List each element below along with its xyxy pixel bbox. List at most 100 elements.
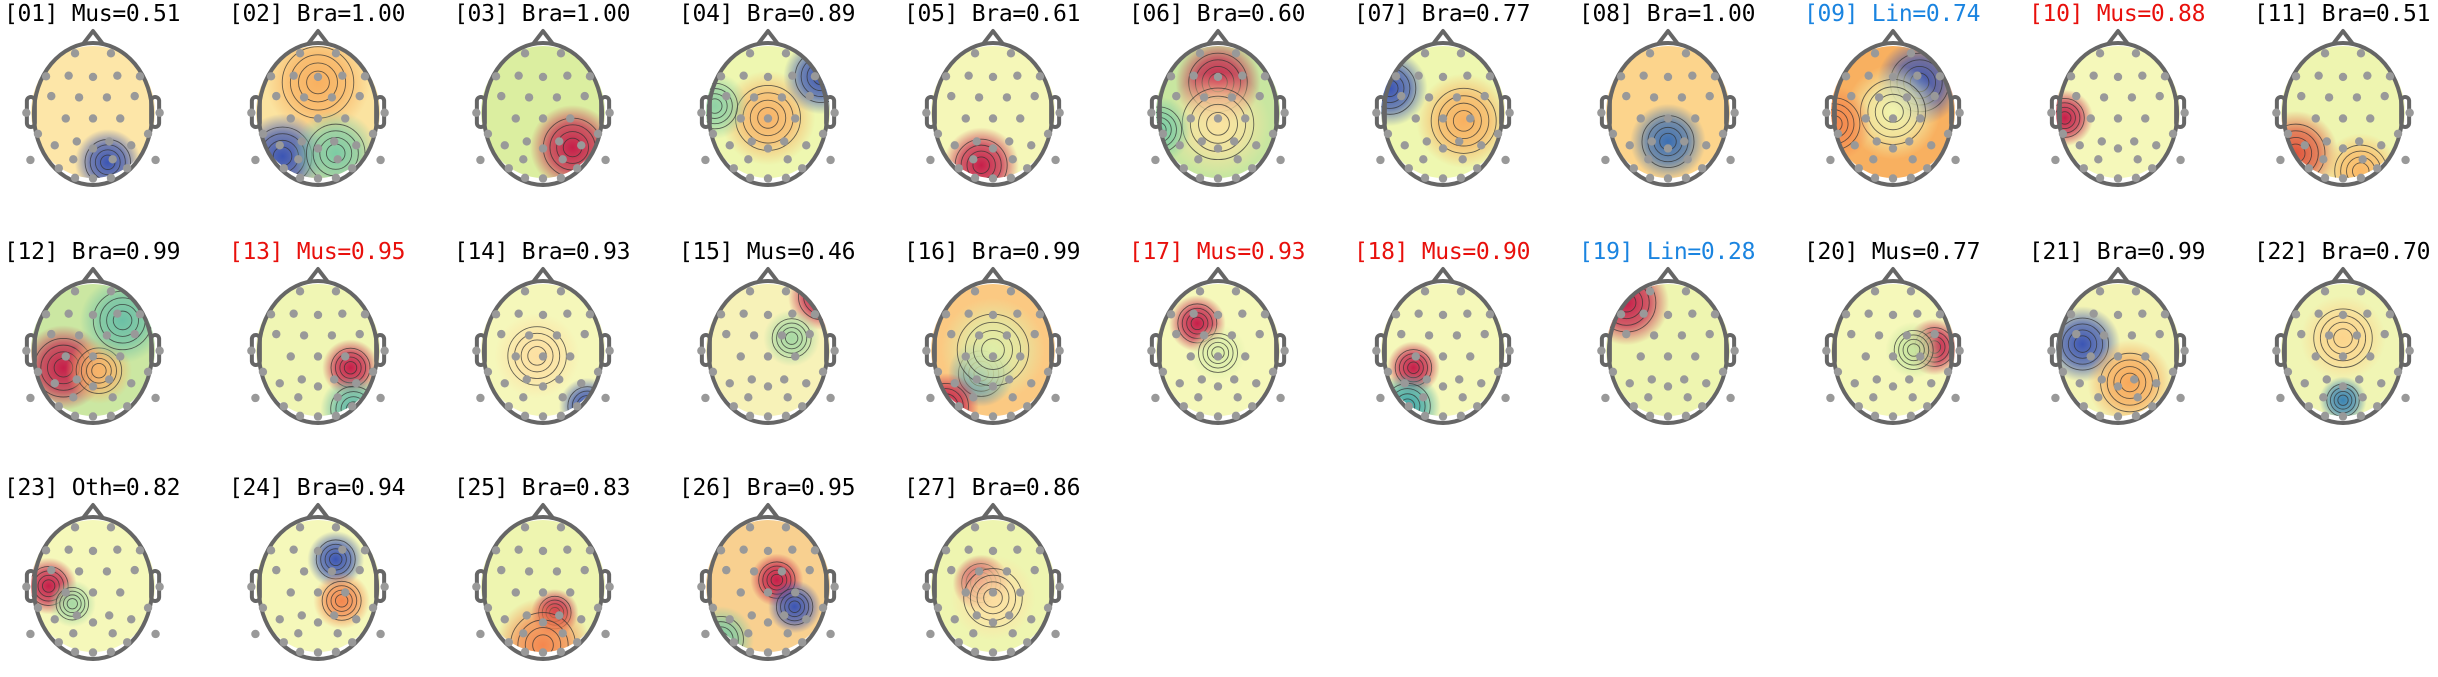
scalp-topomap <box>697 267 839 425</box>
component-panel: [20] Mus=0.77 <box>1800 238 2025 441</box>
component-title: [04] Bra=0.89 <box>679 1 856 27</box>
scalp-topomap <box>2047 267 2189 425</box>
electrode-dots <box>697 523 839 657</box>
electrode-dots <box>922 49 1064 183</box>
scalp-topomap <box>1147 267 1289 425</box>
component-panel: [08] Bra=1.00 <box>1575 0 1800 203</box>
scalp-topomap <box>697 29 839 187</box>
component-title: [23] Oth=0.82 <box>4 475 181 501</box>
component-panel: [11] Bra=0.51 <box>2250 0 2438 203</box>
electrode-dots <box>2047 49 2189 183</box>
component-title: [02] Bra=1.00 <box>229 1 406 27</box>
electrode-dots <box>1372 287 1514 421</box>
electrode-dots <box>1822 287 1964 421</box>
scalp-topomap <box>1372 29 1514 187</box>
component-title: [19] Lin=0.28 <box>1579 239 1756 265</box>
component-panel: [27] Bra=0.86 <box>900 474 1125 677</box>
electrode-dots <box>2272 287 2414 421</box>
component-title: [09] Lin=0.74 <box>1804 1 1981 27</box>
electrode-dots <box>697 49 839 183</box>
component-title: [26] Bra=0.95 <box>679 475 856 501</box>
electrode-dots <box>22 523 164 657</box>
component-title: [18] Mus=0.90 <box>1354 239 1531 265</box>
component-panel: [16] Bra=0.99 <box>900 238 1125 441</box>
head-outline <box>474 29 612 187</box>
head-outline <box>24 29 162 187</box>
scalp-topomap <box>1822 29 1964 187</box>
component-title: [27] Bra=0.86 <box>904 475 1081 501</box>
component-title: [14] Bra=0.93 <box>454 239 631 265</box>
electrode-dots <box>22 287 164 421</box>
component-title: [15] Mus=0.46 <box>679 239 856 265</box>
component-title: [01] Mus=0.51 <box>4 1 181 27</box>
component-panel: [14] Bra=0.93 <box>450 238 675 441</box>
electrode-dots <box>472 49 614 183</box>
component-title: [07] Bra=0.77 <box>1354 1 1531 27</box>
component-title: [05] Bra=0.61 <box>904 1 1081 27</box>
component-panel: [02] Bra=1.00 <box>225 0 450 203</box>
component-panel: [04] Bra=0.89 <box>675 0 900 203</box>
component-panel: [22] Bra=0.70 <box>2250 238 2438 441</box>
component-title: [16] Bra=0.99 <box>904 239 1081 265</box>
electrode-dots <box>247 523 389 657</box>
scalp-topomap <box>1372 267 1514 425</box>
component-title: [21] Bra=0.99 <box>2029 239 2206 265</box>
electrode-dots <box>2272 49 2414 183</box>
scalp-topomap <box>472 267 614 425</box>
electrode-dots <box>247 287 389 421</box>
component-title: [08] Bra=1.00 <box>1579 1 1756 27</box>
component-panel: [01] Mus=0.51 <box>0 0 225 203</box>
component-panel: [09] Lin=0.74 <box>1800 0 2025 203</box>
scalp-topomap <box>22 503 164 661</box>
scalp-topomap <box>22 267 164 425</box>
scalp-topomap <box>697 503 839 661</box>
component-panel: [10] Mus=0.88 <box>2025 0 2250 203</box>
electrode-dots <box>472 287 614 421</box>
component-panel: [23] Oth=0.82 <box>0 474 225 677</box>
activation-field <box>931 520 1055 652</box>
component-panel: [07] Bra=0.77 <box>1350 0 1575 203</box>
component-title: [03] Bra=1.00 <box>454 1 631 27</box>
activation-field <box>2281 284 2405 416</box>
electrode-dots <box>1372 49 1514 183</box>
scalp-topomap <box>922 29 1064 187</box>
activation-field <box>931 46 1055 178</box>
component-panel: [25] Bra=0.83 <box>450 474 675 677</box>
electrode-dots <box>1597 287 1739 421</box>
electrode-dots <box>22 49 164 183</box>
component-panel: [21] Bra=0.99 <box>2025 238 2250 441</box>
component-title: [13] Mus=0.95 <box>229 239 406 265</box>
activation-field <box>31 520 155 652</box>
scalp-topomap <box>2272 29 2414 187</box>
electrode-dots <box>697 287 839 421</box>
scalp-topomap <box>922 267 1064 425</box>
scalp-topomap <box>22 29 164 187</box>
activation-field <box>1381 284 1505 416</box>
component-title: [20] Mus=0.77 <box>1804 239 1981 265</box>
scalp-topomap <box>472 29 614 187</box>
component-panel: [03] Bra=1.00 <box>450 0 675 203</box>
electrode-dots <box>922 287 1064 421</box>
electrode-dots <box>922 523 1064 657</box>
scalp-topomap <box>2047 29 2189 187</box>
component-title: [17] Mus=0.93 <box>1129 239 1306 265</box>
activation-field <box>256 520 380 652</box>
component-panel: [12] Bra=0.99 <box>0 238 225 441</box>
head-outline <box>1824 29 1962 187</box>
activation-field <box>481 520 605 652</box>
electrode-dots <box>1147 287 1289 421</box>
scalp-topomap <box>922 503 1064 661</box>
scalp-topomap <box>247 29 389 187</box>
scalp-topomap <box>472 503 614 661</box>
electrode-dots <box>1597 49 1739 183</box>
component-title: [06] Bra=0.60 <box>1129 1 1306 27</box>
scalp-topomap <box>2272 267 2414 425</box>
component-title: [25] Bra=0.83 <box>454 475 631 501</box>
head-outline <box>924 267 1062 425</box>
component-title: [10] Mus=0.88 <box>2029 1 2206 27</box>
component-panel: [17] Mus=0.93 <box>1125 238 1350 441</box>
scalp-topomap <box>1597 267 1739 425</box>
component-panel: [18] Mus=0.90 <box>1350 238 1575 441</box>
scalp-topomap <box>247 503 389 661</box>
component-panel: [26] Bra=0.95 <box>675 474 900 677</box>
